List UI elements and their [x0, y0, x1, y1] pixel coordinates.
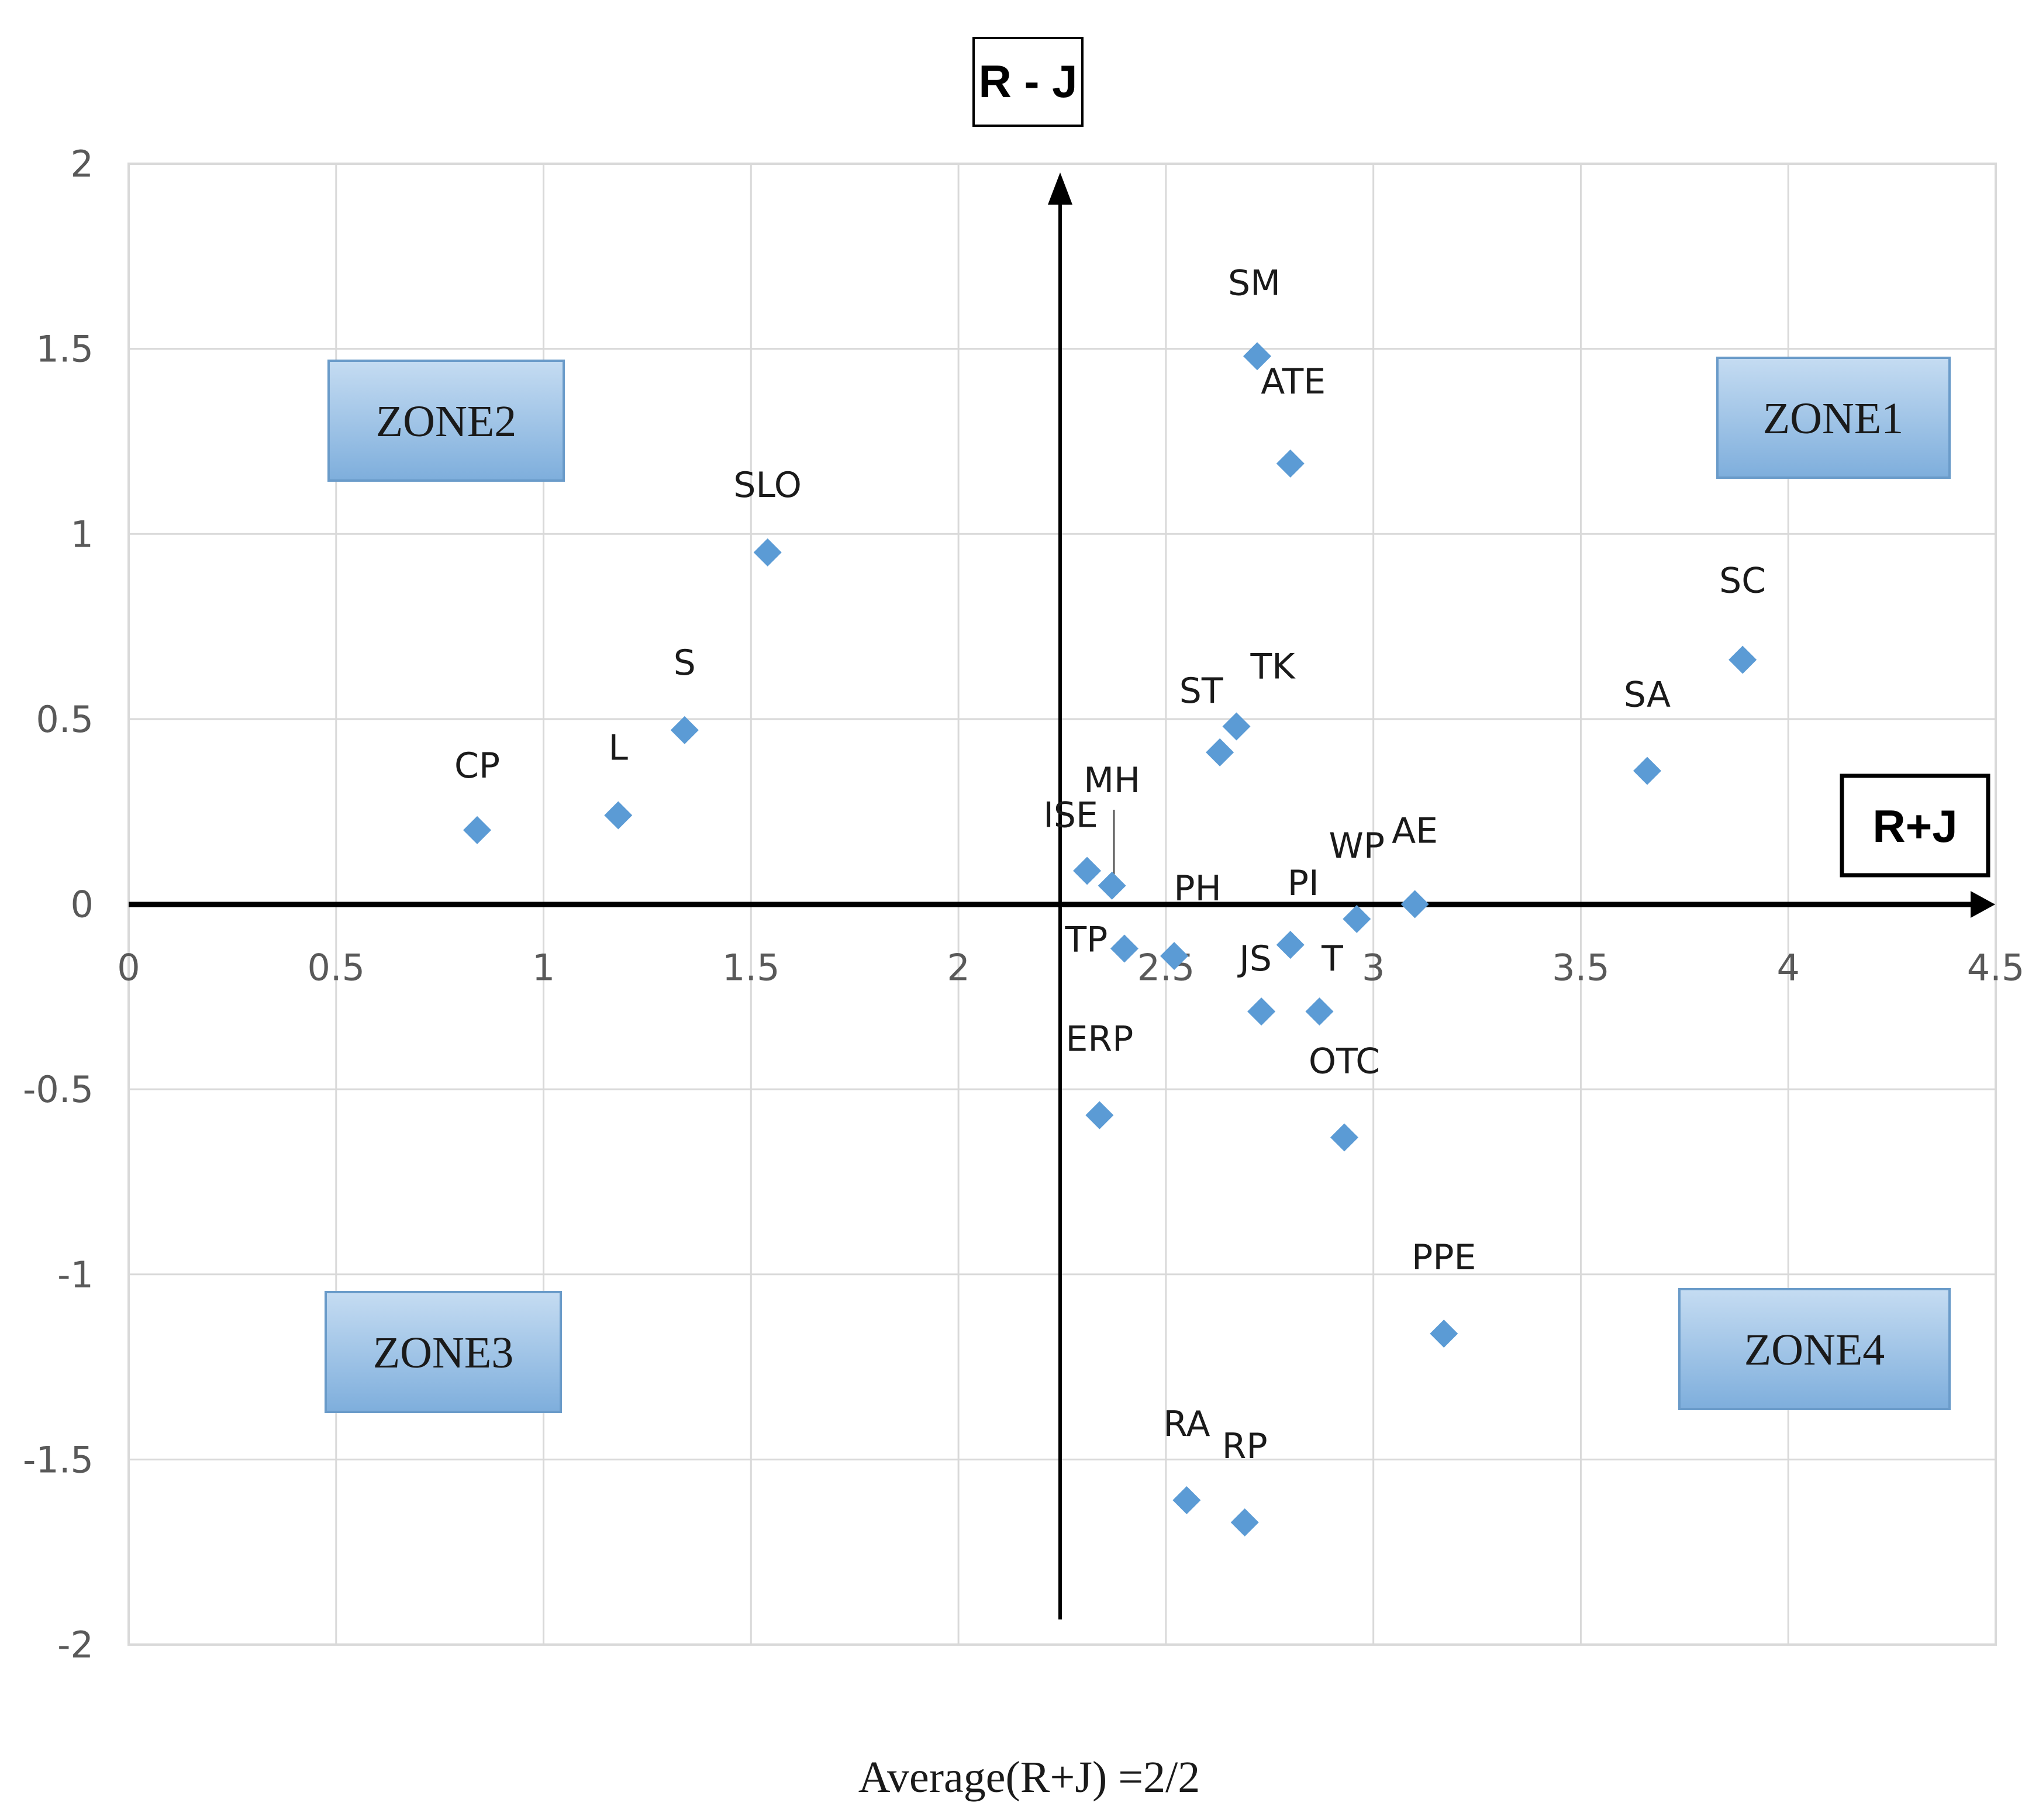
y-axis-title-box: R - J [972, 37, 1084, 127]
data-point-cp [463, 816, 492, 844]
data-point-sm [1243, 342, 1271, 371]
data-point-mh [1098, 871, 1126, 900]
data-label-cp: CP [454, 745, 500, 786]
data-label-js: JS [1237, 938, 1272, 979]
data-label-l: L [609, 728, 629, 769]
data-point-tp [1110, 934, 1138, 963]
y-axis-arrowhead [1048, 172, 1072, 205]
data-point-tk [1222, 712, 1251, 741]
data-point-s [670, 716, 699, 744]
data-point-wp [1343, 904, 1371, 933]
x-axis-arrowhead [1971, 891, 1995, 918]
data-label-t: T [1321, 938, 1343, 979]
data-point-ise [1073, 857, 1102, 885]
data-point-st [1206, 738, 1234, 766]
data-point-erp [1085, 1101, 1114, 1130]
zone4-label: ZONE4 [1744, 1325, 1885, 1375]
x-axis-title: R+J [1872, 800, 1957, 852]
data-label-wp: WP [1329, 826, 1385, 866]
data-point-slo [753, 538, 782, 567]
zone3-label: ZONE3 [373, 1328, 514, 1377]
y-tick-label: 2 [71, 143, 94, 185]
data-point-ae [1400, 890, 1429, 918]
data-label-tk: TK [1250, 647, 1296, 688]
x-tick-label: 1 [532, 947, 555, 989]
x-tick-label: 3.5 [1552, 947, 1610, 989]
data-point-l [604, 801, 633, 830]
data-point-t [1305, 997, 1334, 1026]
data-label-sc: SC [1719, 561, 1766, 602]
y-tick-label: 0.5 [36, 698, 94, 741]
zone1-label: ZONE1 [1763, 394, 1904, 443]
y-tick-label: -1 [57, 1253, 94, 1296]
data-label-pi: PI [1288, 863, 1319, 904]
y-tick-label: 1.5 [36, 328, 94, 371]
footer-note: Average(R+J) =2/2 [858, 1753, 1200, 1802]
data-point-ra [1172, 1486, 1201, 1515]
x-tick-label: 4.5 [1967, 947, 2025, 989]
data-label-erp: ERP [1065, 1018, 1133, 1059]
data-point-ph [1160, 942, 1189, 971]
y-tick-label: 1 [71, 513, 94, 555]
zone2-box: ZONE2 [327, 360, 565, 482]
data-label-ra: RA [1163, 1404, 1210, 1445]
zone3-box: ZONE3 [325, 1291, 562, 1413]
y-tick-label: -0.5 [23, 1068, 94, 1111]
data-point-js [1247, 997, 1276, 1026]
data-label-ae: AE [1392, 811, 1438, 852]
data-label-otc: OTC [1309, 1041, 1380, 1082]
data-label-sm: SM [1228, 263, 1281, 303]
data-label-ph: PH [1174, 868, 1221, 909]
x-tick-label: 0 [117, 947, 140, 989]
data-point-ppe [1430, 1320, 1458, 1348]
x-axis-title-box: R+J [1840, 773, 1990, 878]
data-point-sa [1633, 757, 1661, 785]
x-tick-label: 3 [1362, 947, 1385, 989]
zone2-label: ZONE2 [376, 397, 517, 446]
data-label-mh: MH [1084, 760, 1140, 801]
zone1-box: ZONE1 [1716, 357, 1951, 479]
data-point-pi [1276, 931, 1305, 959]
x-tick-label: 1.5 [722, 947, 780, 989]
y-tick-label: -2 [57, 1624, 94, 1666]
y-axis-title: R - J [978, 56, 1077, 107]
data-label-sa: SA [1624, 675, 1671, 716]
data-label-ppe: PPE [1412, 1237, 1476, 1278]
data-label-s: S [674, 643, 696, 683]
zone4-box: ZONE4 [1678, 1288, 1951, 1410]
y-tick-label: 0 [71, 883, 94, 926]
data-label-st: ST [1179, 671, 1223, 712]
x-tick-label: 4 [1776, 947, 1799, 989]
data-point-otc [1330, 1123, 1358, 1152]
data-label-ate: ATE [1261, 361, 1326, 402]
y-tick-label: -1.5 [23, 1438, 94, 1481]
data-point-sc [1729, 645, 1757, 674]
data-point-rp [1230, 1508, 1259, 1537]
data-label-ise: ISE [1043, 795, 1098, 836]
data-point-ate [1276, 449, 1305, 478]
x-tick-label: 2 [947, 947, 970, 989]
data-label-tp: TP [1065, 919, 1108, 960]
data-label-slo: SLO [733, 465, 802, 506]
tick-labels: 0 0.5 1 1.5 2 2.5 3 3.5 4 4.521.510.50-0.5-1-1.5-… [23, 143, 2024, 1666]
x-tick-label: 0.5 [307, 947, 365, 989]
data-label-rp: RP [1222, 1426, 1268, 1467]
